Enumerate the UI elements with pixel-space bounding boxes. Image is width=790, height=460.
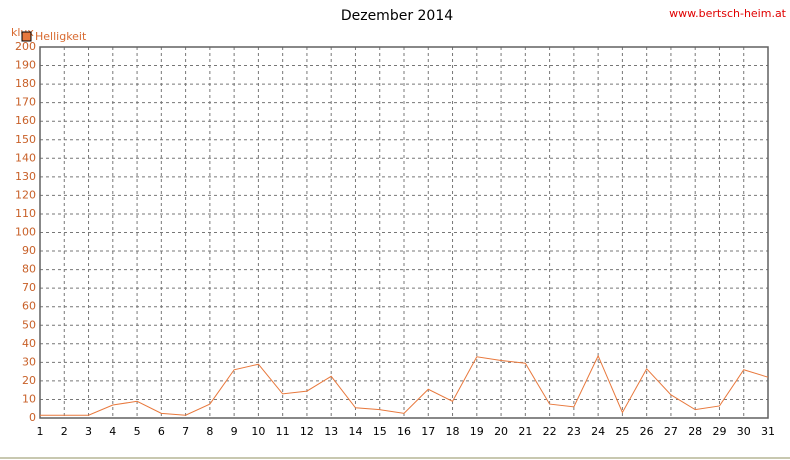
x-tick-label: 24: [591, 425, 605, 438]
x-tick-label: 31: [761, 425, 775, 438]
x-tick-label: 4: [109, 425, 116, 438]
y-tick-label: 100: [15, 226, 36, 239]
x-tick-label: 16: [397, 425, 411, 438]
x-tick-label: 14: [348, 425, 362, 438]
source-link[interactable]: www.bertsch-heim.at: [669, 7, 787, 20]
chart-title: Dezember 2014: [341, 8, 453, 24]
y-tick-label: 50: [22, 318, 36, 331]
x-tick-label: 18: [446, 425, 460, 438]
x-tick-label: 29: [712, 425, 726, 438]
x-tick-label: 15: [373, 425, 387, 438]
y-tick-label: 110: [15, 207, 36, 220]
y-tick-label: 160: [15, 114, 36, 127]
plot-frame: [39, 46, 769, 419]
y-tick-label: 200: [15, 40, 36, 53]
y-tick-label: 10: [22, 392, 36, 405]
y-tick-label: 70: [22, 281, 36, 294]
x-tick-label: 3: [85, 425, 92, 438]
x-tick-label: 1: [37, 425, 44, 438]
y-tick-label: 0: [29, 411, 36, 424]
x-tick-label: 10: [251, 425, 265, 438]
x-tick-label: 30: [737, 425, 751, 438]
y-tick-label: 150: [15, 133, 36, 146]
x-tick-label: 7: [182, 425, 189, 438]
legend-label: Helligkeit: [35, 30, 87, 43]
x-tick-label: 12: [300, 425, 314, 438]
x-tick-label: 21: [518, 425, 532, 438]
x-tick-label: 5: [134, 425, 141, 438]
x-tick-label: 11: [276, 425, 290, 438]
x-tick-label: 22: [543, 425, 557, 438]
y-tick-label: 40: [22, 337, 36, 350]
y-tick-label: 60: [22, 300, 36, 313]
x-tick-label: 27: [664, 425, 678, 438]
y-tick-label: 120: [15, 188, 36, 201]
y-tick-label: 20: [22, 374, 36, 387]
x-tick-label: 25: [615, 425, 629, 438]
x-tick-label: 2: [61, 425, 68, 438]
x-tick-label: 17: [421, 425, 435, 438]
y-tick-label: 30: [22, 355, 36, 368]
x-tick-label: 9: [231, 425, 238, 438]
y-tick-label: 180: [15, 77, 36, 90]
y-tick-label: 170: [15, 96, 36, 109]
legend-swatch: [21, 31, 32, 42]
x-tick-label: 23: [567, 425, 581, 438]
x-tick-label: 6: [158, 425, 165, 438]
x-tick-label: 13: [324, 425, 338, 438]
y-tick-label: 140: [15, 151, 36, 164]
x-tick-label: 26: [640, 425, 654, 438]
y-tick-label: 130: [15, 170, 36, 183]
x-tick-label: 20: [494, 425, 508, 438]
x-tick-label: 28: [688, 425, 702, 438]
data-line: [40, 354, 769, 416]
y-tick-label: 190: [15, 59, 36, 72]
x-tick-label: 19: [470, 425, 484, 438]
y-tick-label: 90: [22, 244, 36, 257]
y-tick-label: 80: [22, 263, 36, 276]
x-tick-label: 8: [206, 425, 213, 438]
